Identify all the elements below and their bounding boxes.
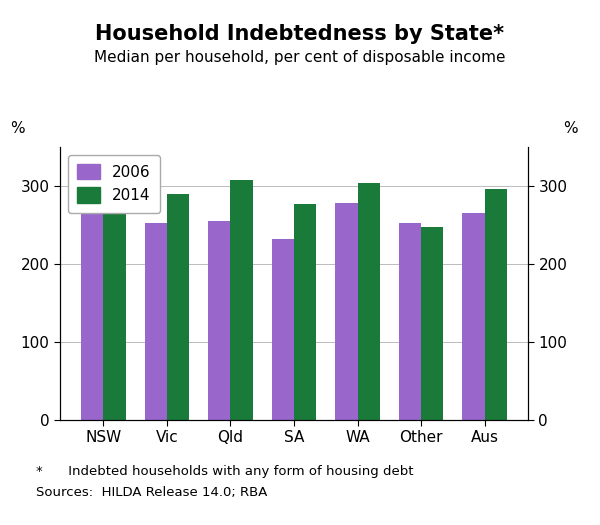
Bar <box>145 224 167 420</box>
Bar <box>208 221 230 420</box>
Bar <box>230 180 253 420</box>
Text: Sources:  HILDA Release 14.0; RBA: Sources: HILDA Release 14.0; RBA <box>36 486 268 499</box>
Legend: 2006, 2014: 2006, 2014 <box>68 155 160 213</box>
Bar <box>167 194 189 420</box>
Bar <box>485 189 507 420</box>
Bar <box>399 223 421 420</box>
Bar <box>462 213 485 420</box>
Text: %: % <box>563 121 577 136</box>
Text: Household Indebtedness by State*: Household Indebtedness by State* <box>95 24 505 44</box>
Text: *      Indebted households with any form of housing debt: * Indebted households with any form of h… <box>36 465 413 478</box>
Bar <box>81 192 103 420</box>
Bar <box>272 239 294 420</box>
Bar <box>358 183 380 420</box>
Bar <box>421 227 443 420</box>
Bar <box>103 174 126 420</box>
Text: Median per household, per cent of disposable income: Median per household, per cent of dispos… <box>94 50 506 65</box>
Bar <box>335 203 358 420</box>
Bar <box>294 204 316 420</box>
Text: %: % <box>11 121 25 136</box>
